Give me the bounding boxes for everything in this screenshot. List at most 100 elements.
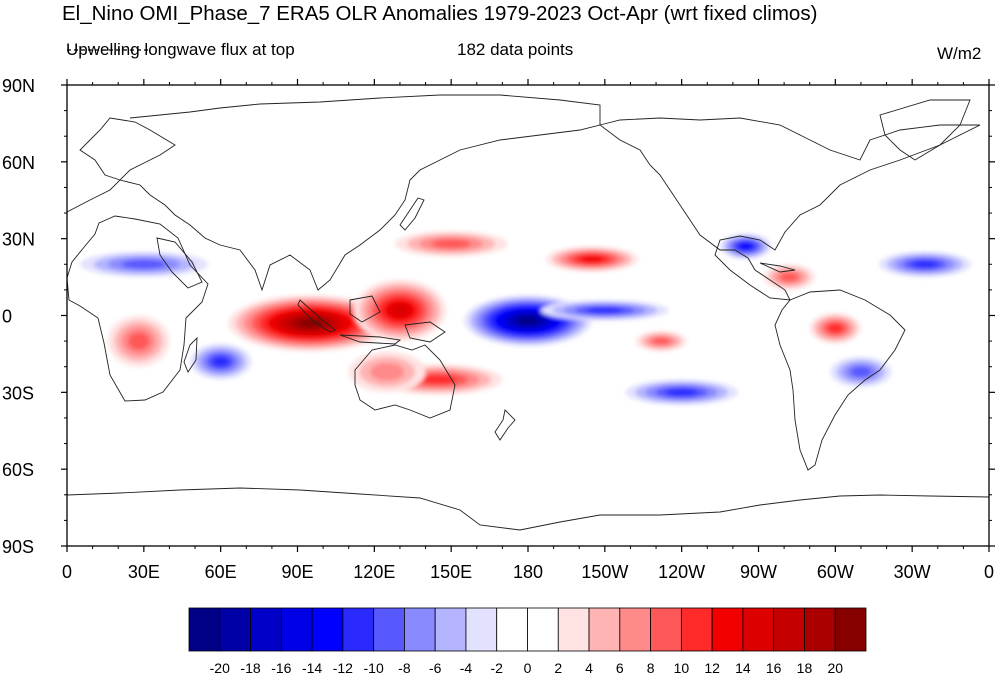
colorbar-label: 8	[647, 660, 655, 676]
anomaly-contour	[128, 332, 150, 351]
colorbar-swatch	[680, 607, 713, 652]
anomaly-contour	[586, 307, 624, 314]
colorbar-swatch	[557, 607, 590, 652]
anomaly-feature	[545, 246, 639, 272]
colorbar-label: -12	[333, 660, 353, 676]
anomaly-feature	[830, 356, 892, 388]
colorbar-swatch	[373, 607, 405, 652]
colorbar-label: 4	[585, 660, 593, 676]
lon-tick-label: 120E	[353, 562, 395, 582]
anomaly-contour	[780, 272, 799, 282]
lon-tick-label: 150W	[581, 562, 628, 582]
coast-australia	[354, 344, 456, 419]
lat-tick-label: 60S	[2, 460, 34, 480]
anomaly-feature	[79, 251, 208, 278]
colorbar-swatch	[619, 607, 651, 652]
coast-cuba	[759, 262, 796, 273]
anomaly-feature	[353, 279, 447, 342]
coast-madagascar	[183, 336, 198, 373]
coast-africa	[67, 215, 209, 402]
variable-label: Upwelling longwave flux at top	[66, 40, 295, 59]
colorbar-swatch	[711, 607, 744, 652]
coast-indonesia	[297, 295, 402, 345]
anomaly-contour	[518, 316, 538, 325]
lon-tick-label: 120W	[658, 562, 705, 582]
lon-tick-label: 150E	[430, 562, 472, 582]
data-count-label: 182 data points	[457, 40, 574, 59]
lon-tick-label: 0	[984, 562, 994, 582]
anomaly-contour	[580, 256, 604, 263]
anomaly-contour	[911, 260, 939, 268]
coast-japan	[399, 197, 425, 231]
colorbar-label: 6	[616, 660, 624, 676]
colorbar-label: -8	[398, 660, 411, 676]
lon-tick-label: 60E	[205, 562, 237, 582]
colorbar: -20 -18 -16 -14 -12 -10 -8 -6 -4 -2 0 2 4 6 8 10 12 14 16 1…	[188, 607, 867, 676]
coast-newzealand	[494, 409, 516, 441]
colorbar-label: -14	[302, 660, 322, 676]
anomaly-contour	[390, 303, 410, 317]
colorbar-label: -18	[240, 660, 260, 676]
colorbar-swatch	[311, 607, 344, 652]
colorbar-label: 10	[674, 660, 690, 676]
coast-southamerica	[774, 289, 906, 471]
anomaly-feature	[809, 312, 861, 344]
colorbar-label: -20	[210, 660, 230, 676]
lat-tick-label: 60N	[2, 153, 35, 173]
coast-newguinea	[404, 321, 446, 343]
colorbar-swatch	[834, 607, 867, 652]
lon-tick-label: 90E	[281, 562, 313, 582]
anomaly-contour	[652, 337, 671, 345]
coast-eurasia	[67, 94, 601, 292]
anomaly-feature	[394, 230, 508, 257]
axes: 90N 60N 30N 0 30S 60S 90S 0 30E 60E 90E 120E 150E 180…	[2, 76, 995, 582]
coast-arabia	[156, 237, 203, 289]
lon-tick-label: 90W	[740, 562, 777, 582]
units-label: W/m2	[937, 44, 982, 63]
colorbar-swatch	[250, 607, 282, 652]
colorbar-label: 14	[735, 660, 751, 676]
lat-tick-label: 90S	[2, 537, 34, 557]
anomaly-contour	[828, 323, 843, 333]
colorbar-label: 16	[766, 660, 782, 676]
colorbar-swatch	[404, 607, 436, 652]
colorbar-label: 2	[554, 660, 562, 676]
anomaly-feature	[540, 300, 669, 321]
anomaly-contour	[739, 243, 752, 250]
colorbar-label: -2	[491, 660, 504, 676]
colorbar-swatch	[773, 607, 805, 652]
colorbar-label: -6	[429, 660, 442, 676]
coast-northamerica	[598, 117, 981, 301]
colorbar-label: 20	[827, 660, 843, 676]
anomaly-contour	[665, 388, 698, 396]
anomaly-contour	[431, 239, 471, 249]
colorbar-label: -4	[460, 660, 473, 676]
lon-tick-label: 30W	[894, 562, 931, 582]
colorbar-swatch	[588, 607, 621, 652]
anomaly-feature	[348, 351, 426, 393]
anomaly-contour	[850, 366, 872, 378]
anomaly-feature	[635, 330, 687, 352]
lon-tick-label: 30E	[128, 562, 160, 582]
coast-uk	[991, 160, 1000, 182]
anomaly-contour	[420, 375, 457, 384]
colorbar-swatch	[280, 607, 313, 652]
coast-antarctica	[67, 487, 989, 531]
lat-tick-label: 30N	[2, 230, 35, 250]
colorbar-label: -16	[271, 660, 291, 676]
colorbar-swatch	[527, 607, 559, 652]
map-title: El_Nino OMI_Phase_7 ERA5 OLR Anomalies 1…	[62, 2, 818, 25]
colorbar-swatch	[342, 607, 375, 652]
colorbar-swatch	[465, 607, 498, 652]
anomaly-feature	[107, 315, 170, 367]
colorbar-swatch	[804, 607, 836, 652]
lat-tick-label: 90N	[2, 76, 35, 96]
anomaly-contour	[297, 318, 323, 328]
colorbar-swatch	[650, 607, 682, 652]
lon-tick-label: 180	[513, 562, 543, 582]
anomaly-feature	[878, 251, 972, 278]
colorbar-swatch	[434, 607, 467, 652]
colorbar-label: 12	[704, 660, 720, 676]
lon-tick-label: 0	[62, 562, 72, 582]
